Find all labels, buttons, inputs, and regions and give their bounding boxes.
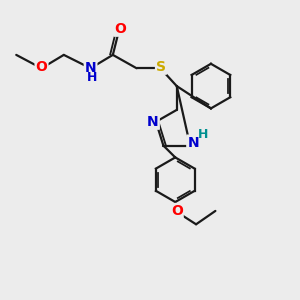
Text: N: N xyxy=(147,115,159,129)
Text: H: H xyxy=(198,128,209,141)
Text: S: S xyxy=(156,60,166,74)
Text: N: N xyxy=(187,136,199,150)
Text: O: O xyxy=(36,60,47,74)
Text: N: N xyxy=(85,61,96,75)
Text: O: O xyxy=(171,204,183,218)
Text: O: O xyxy=(114,22,126,36)
Text: H: H xyxy=(87,71,97,84)
